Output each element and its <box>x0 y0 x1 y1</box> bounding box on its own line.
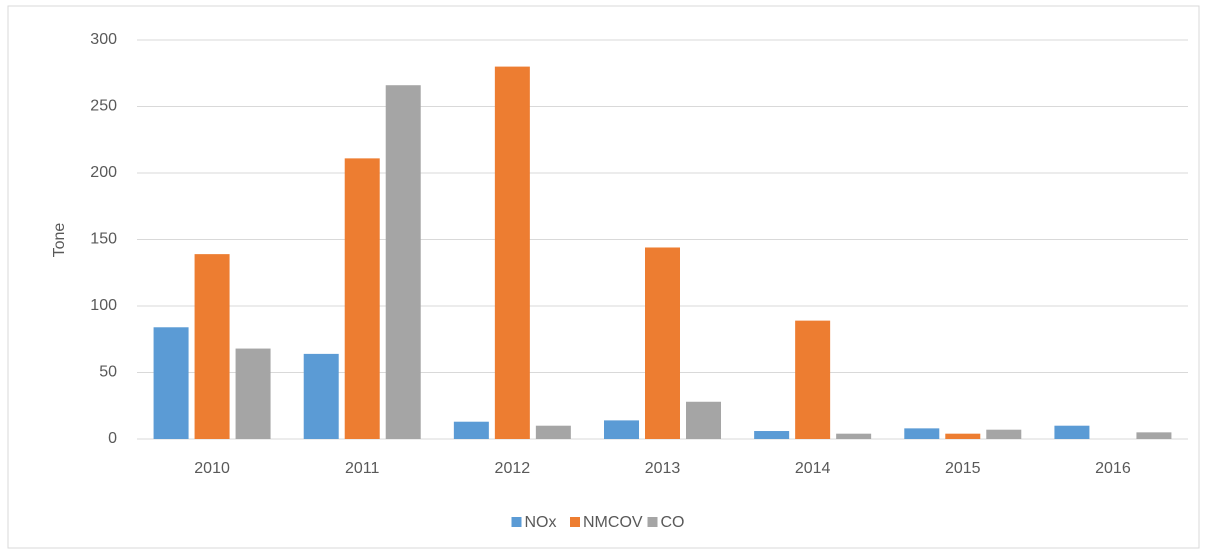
bar <box>344 158 380 439</box>
bar <box>686 401 721 439</box>
x-tick-label: 2014 <box>795 460 831 477</box>
legend-label: NOx <box>525 514 557 531</box>
bar <box>385 85 421 439</box>
x-tick-label: 2012 <box>495 460 531 477</box>
bar <box>1136 432 1172 439</box>
y-axis-title: Tone <box>51 223 68 258</box>
y-tick-label: 0 <box>108 430 117 447</box>
y-tick-label: 200 <box>90 164 117 181</box>
x-tick-label: 2016 <box>1095 460 1131 477</box>
legend-swatch <box>570 517 580 527</box>
bar <box>986 429 1022 439</box>
bar <box>235 348 271 439</box>
x-tick-label: 2015 <box>945 460 981 477</box>
y-tick-label: 150 <box>90 231 117 248</box>
chart-border <box>7 5 1200 549</box>
legend-swatch <box>647 517 658 527</box>
legend-label: NMCOV <box>583 514 643 531</box>
y-tick-label: 250 <box>90 98 117 115</box>
bar <box>1054 425 1090 439</box>
x-tick-label: 2013 <box>645 460 681 477</box>
x-tick-label: 2011 <box>345 460 380 477</box>
x-tick-label: 2010 <box>194 460 230 477</box>
y-tick-label: 300 <box>90 31 117 48</box>
bar <box>795 320 831 439</box>
bar <box>453 421 489 439</box>
bar <box>945 433 981 439</box>
legend-swatch <box>511 517 522 527</box>
bar <box>535 425 571 439</box>
bar <box>754 431 790 439</box>
bar <box>836 433 872 439</box>
legend-label: CO <box>661 514 685 531</box>
bar <box>153 327 189 439</box>
y-tick-label: 50 <box>99 364 117 381</box>
bar <box>194 254 230 439</box>
bar <box>645 247 680 439</box>
bar <box>303 353 339 439</box>
y-tick-label: 100 <box>90 297 117 314</box>
bar <box>904 428 940 439</box>
bar <box>494 66 530 439</box>
bar <box>604 420 639 439</box>
